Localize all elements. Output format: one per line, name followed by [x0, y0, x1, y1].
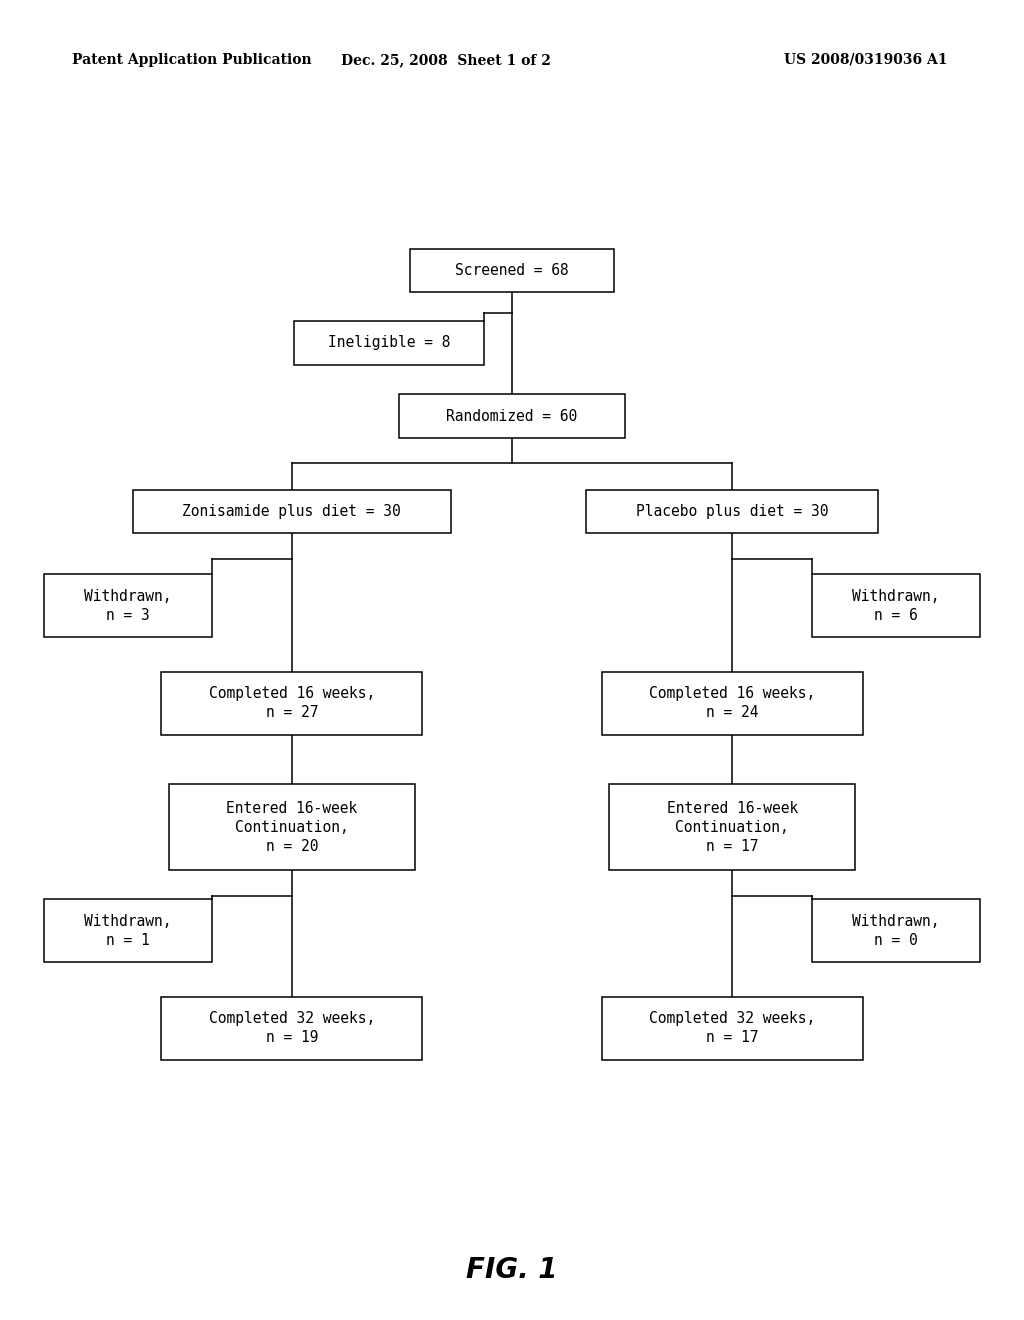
Text: Patent Application Publication: Patent Application Publication: [72, 53, 311, 67]
FancyBboxPatch shape: [586, 490, 878, 533]
Text: Dec. 25, 2008  Sheet 1 of 2: Dec. 25, 2008 Sheet 1 of 2: [341, 53, 550, 67]
Text: Withdrawn,
n = 0: Withdrawn, n = 0: [852, 913, 940, 948]
FancyBboxPatch shape: [410, 248, 614, 292]
Text: Completed 32 weeks,
n = 19: Completed 32 weeks, n = 19: [209, 1011, 375, 1045]
FancyBboxPatch shape: [601, 672, 862, 735]
Text: Completed 32 weeks,
n = 17: Completed 32 weeks, n = 17: [649, 1011, 815, 1045]
Text: Screened = 68: Screened = 68: [455, 263, 569, 279]
Text: US 2008/0319036 A1: US 2008/0319036 A1: [783, 53, 947, 67]
FancyBboxPatch shape: [161, 672, 422, 735]
FancyBboxPatch shape: [295, 321, 483, 364]
FancyBboxPatch shape: [169, 784, 415, 870]
FancyBboxPatch shape: [601, 997, 862, 1060]
Text: Randomized = 60: Randomized = 60: [446, 409, 578, 424]
FancyBboxPatch shape: [43, 574, 213, 638]
Text: Zonisamide plus diet = 30: Zonisamide plus diet = 30: [182, 504, 401, 519]
Text: FIG. 1: FIG. 1: [466, 1255, 558, 1284]
Text: Entered 16-week
Continuation,
n = 17: Entered 16-week Continuation, n = 17: [667, 801, 798, 854]
FancyBboxPatch shape: [811, 574, 981, 638]
Text: Withdrawn,
n = 6: Withdrawn, n = 6: [852, 589, 940, 623]
FancyBboxPatch shape: [161, 997, 422, 1060]
FancyBboxPatch shape: [399, 395, 625, 438]
FancyBboxPatch shape: [609, 784, 855, 870]
FancyBboxPatch shape: [133, 490, 451, 533]
Text: Ineligible = 8: Ineligible = 8: [328, 335, 451, 350]
Text: Completed 16 weeks,
n = 27: Completed 16 weeks, n = 27: [209, 686, 375, 721]
Text: Entered 16-week
Continuation,
n = 20: Entered 16-week Continuation, n = 20: [226, 801, 357, 854]
Text: Withdrawn,
n = 1: Withdrawn, n = 1: [84, 913, 172, 948]
Text: Placebo plus diet = 30: Placebo plus diet = 30: [636, 504, 828, 519]
Text: Completed 16 weeks,
n = 24: Completed 16 weeks, n = 24: [649, 686, 815, 721]
Text: Withdrawn,
n = 3: Withdrawn, n = 3: [84, 589, 172, 623]
FancyBboxPatch shape: [43, 899, 213, 962]
FancyBboxPatch shape: [811, 899, 981, 962]
